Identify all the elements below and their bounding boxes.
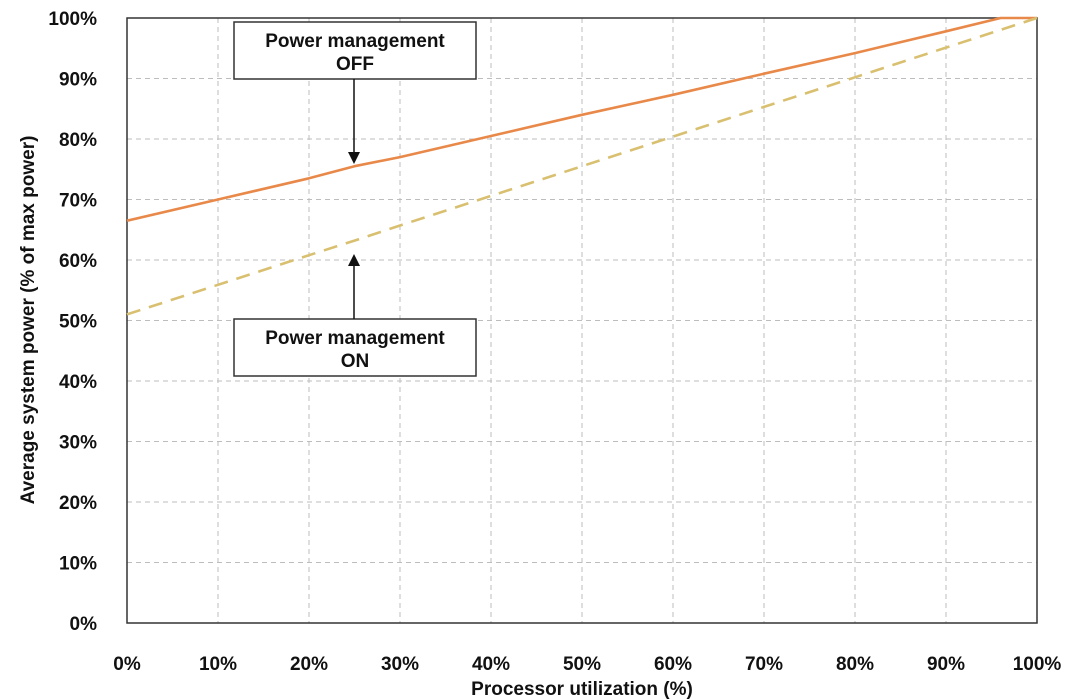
callout-off-arrowhead bbox=[348, 152, 360, 164]
x-tick-label: 60% bbox=[654, 654, 692, 675]
y-tick-label: 90% bbox=[59, 70, 97, 91]
x-tick-label: 40% bbox=[472, 654, 510, 675]
callout-off-line2: OFF bbox=[336, 54, 374, 75]
x-tick-label: 10% bbox=[199, 654, 237, 675]
x-tick-label: 90% bbox=[927, 654, 965, 675]
series-layer bbox=[126, 16, 1038, 316]
x-tick-label: 20% bbox=[290, 654, 328, 675]
y-tick-label: 20% bbox=[59, 493, 97, 514]
callout-on-line1: Power management bbox=[265, 328, 445, 349]
callout-off-line1: Power management bbox=[265, 31, 445, 52]
callout-on: Power management ON bbox=[233, 254, 477, 377]
y-tick-label: 100% bbox=[48, 9, 97, 30]
callout-on-line2: ON bbox=[341, 351, 370, 372]
y-tick-label: 60% bbox=[59, 251, 97, 272]
plot-frame bbox=[126, 17, 1038, 624]
y-tick-label: 30% bbox=[59, 433, 97, 454]
x-tick-label: 0% bbox=[113, 654, 141, 675]
y-tick-label: 40% bbox=[59, 372, 97, 393]
callout-on-arrowhead bbox=[348, 254, 360, 266]
y-tick-label: 10% bbox=[59, 554, 97, 575]
x-axis-title: Processor utilization (%) bbox=[471, 679, 693, 700]
callout-on-box bbox=[233, 318, 477, 377]
x-tick-label: 30% bbox=[381, 654, 419, 675]
x-tick-labels: 0% 10% 20% 30% 40% 50% 60% 70% 80% 90% 100% bbox=[113, 654, 1061, 675]
y-tick-label: 80% bbox=[59, 130, 97, 151]
callout-off-box bbox=[233, 21, 477, 80]
y-tick-label: 0% bbox=[70, 614, 98, 635]
x-tick-label: 70% bbox=[745, 654, 783, 675]
x-tick-label: 100% bbox=[1013, 654, 1062, 675]
y-tick-label: 70% bbox=[59, 191, 97, 212]
y-axis-title: Average system power (% of max power) bbox=[18, 136, 39, 505]
x-tick-label: 80% bbox=[836, 654, 874, 675]
grid bbox=[127, 18, 1037, 623]
x-tick-label: 50% bbox=[563, 654, 601, 675]
y-tick-labels: 0% 10% 20% 30% 40% 50% 60% 70% 80% 90% 100% bbox=[48, 9, 97, 635]
y-tick-label: 50% bbox=[59, 312, 97, 333]
series-line-power-management-off bbox=[126, 16, 1037, 222]
callout-off: Power management OFF bbox=[233, 21, 477, 164]
